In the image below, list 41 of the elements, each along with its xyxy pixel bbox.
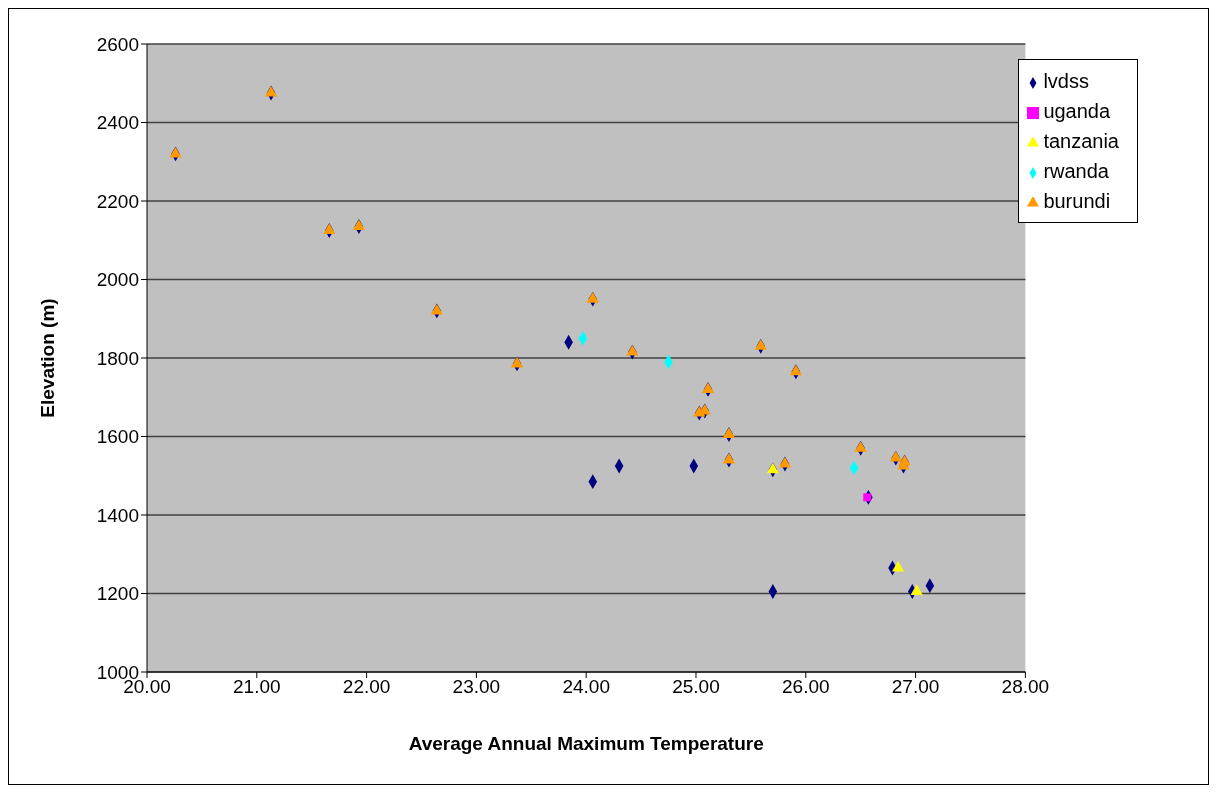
y-tick-label: 2000: [96, 269, 139, 291]
point: [854, 441, 867, 452]
x-tick-label: 24.00: [562, 676, 610, 698]
y-tick-label: 2600: [96, 33, 139, 55]
x-tick-label: 27.00: [891, 676, 940, 698]
x-tick-label: 21.00: [233, 676, 281, 698]
point: [430, 303, 443, 315]
x-tick-label: 25.00: [672, 676, 720, 698]
legend-label: burundi: [1043, 190, 1111, 212]
y-tick-label: 1600: [96, 426, 139, 448]
point: [754, 339, 767, 350]
x-tick-label: 26.00: [782, 676, 830, 698]
point: [778, 456, 791, 468]
point: [626, 345, 639, 356]
x-tick-label: 23.00: [452, 676, 501, 698]
point: [789, 364, 802, 376]
point: [766, 462, 779, 474]
point: [586, 292, 599, 303]
x-tick-label: 28.00: [1001, 676, 1050, 698]
point: [910, 584, 923, 596]
point: [863, 493, 872, 502]
y-tick-label: 2400: [96, 112, 139, 134]
legend-label: rwanda: [1043, 160, 1109, 182]
legend-label: lvdss: [1043, 70, 1089, 92]
point: [510, 356, 524, 368]
y-tick-label: 1800: [96, 347, 139, 369]
x-tick-label: 22.00: [342, 676, 391, 698]
point: [323, 223, 336, 234]
x-axis-title: Average Annual Maximum Temperature: [408, 733, 764, 755]
legend-label: uganda: [1043, 100, 1111, 122]
point: [169, 146, 182, 158]
point: [722, 453, 735, 464]
legend-label: tanzania: [1043, 130, 1119, 152]
y-axis-title: Elevation (m): [36, 298, 58, 418]
point: [891, 560, 905, 572]
y-tick-label: 2200: [96, 190, 139, 212]
point: [701, 382, 715, 393]
point: [889, 451, 902, 462]
y-tick-label: 1200: [96, 583, 139, 605]
point: [264, 86, 278, 97]
y-tick-label: 1400: [96, 504, 139, 526]
